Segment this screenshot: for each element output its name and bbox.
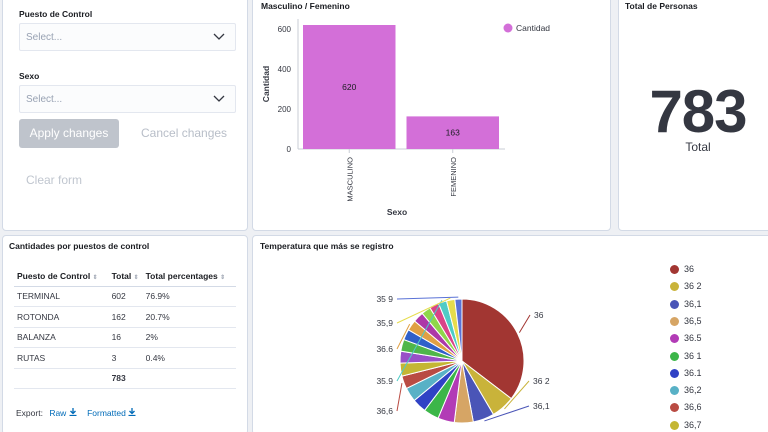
sexo-select[interactable]: Select... bbox=[19, 85, 236, 113]
download-icon bbox=[128, 408, 136, 417]
legend-label: 36,7 bbox=[684, 419, 702, 430]
legend-label: 36 2 bbox=[684, 281, 702, 292]
legend-label: 36,1 bbox=[684, 298, 702, 309]
export-raw-link[interactable]: Raw bbox=[49, 408, 77, 418]
cell-puesto: ROTONDA bbox=[14, 306, 109, 328]
bar-femenino[interactable] bbox=[406, 116, 500, 149]
legend-label: 36.5 bbox=[684, 333, 702, 344]
legend-dot bbox=[670, 420, 679, 430]
puesto-placeholder: Select... bbox=[26, 32, 63, 43]
legend-dot bbox=[670, 403, 679, 413]
sexo-label: Sexo bbox=[19, 71, 40, 81]
col-header-percent[interactable]: Total percentages ⇕ bbox=[142, 266, 236, 287]
export-label: Export: bbox=[16, 408, 43, 418]
cell-total: 602 bbox=[108, 286, 143, 307]
bar-value-label: 620 bbox=[342, 82, 356, 92]
cell-percent: 76.9% bbox=[142, 286, 236, 307]
puesto-select[interactable]: Select... bbox=[19, 23, 236, 51]
download-icon bbox=[69, 408, 77, 417]
total-value: 783 bbox=[649, 78, 747, 145]
legend-label: 36 1 bbox=[684, 350, 702, 361]
sort-icon: ⇕ bbox=[92, 274, 98, 281]
gender-bar-chart: 0 200 400 600 Cantidad Sexo 620 MASCULINO 163 FEM… bbox=[261, 19, 550, 217]
cell-percent: 20.7% bbox=[142, 306, 236, 328]
table-row: ROTONDA 162 20.7% bbox=[14, 306, 236, 328]
sort-icon: ⇕ bbox=[220, 274, 226, 281]
cell-empty bbox=[142, 368, 236, 389]
legend-dot bbox=[670, 299, 679, 309]
temperature-pie-title: Temperatura que más se registro bbox=[260, 241, 394, 251]
x-tick-label: FEMENINO bbox=[449, 157, 458, 197]
legend-dot bbox=[670, 386, 679, 396]
export-bar: Export: Raw Formatted bbox=[16, 408, 136, 418]
bar-masculino[interactable] bbox=[303, 25, 396, 149]
table-panel-title: Cantidades por puestos de control bbox=[9, 241, 150, 251]
controls-panel: Puesto de Control Select... Sexo Select.… bbox=[2, 0, 248, 231]
cell-percent: 0.4% bbox=[142, 347, 236, 369]
y-tick-label: 400 bbox=[278, 65, 292, 74]
cell-total: 16 bbox=[108, 327, 143, 348]
y-tick-label: 600 bbox=[278, 25, 292, 34]
legend-label: 36,5 bbox=[684, 315, 702, 326]
sexo-placeholder: Select... bbox=[26, 94, 63, 105]
legend-dot bbox=[503, 23, 513, 33]
legend-dot bbox=[670, 265, 679, 274]
cell-total: 162 bbox=[108, 306, 143, 328]
cancel-changes-button[interactable]: Cancel changes bbox=[141, 126, 228, 140]
col-header-puesto[interactable]: Puesto de Control ⇕ bbox=[14, 266, 109, 287]
puesto-label: Puesto de Control bbox=[19, 9, 93, 19]
total-label: Total bbox=[685, 140, 711, 154]
cell-empty bbox=[14, 368, 109, 389]
legend-dot bbox=[670, 351, 679, 361]
legend-label: 36.1 bbox=[684, 367, 702, 378]
legend-dot bbox=[670, 282, 679, 292]
cell-total: 3 bbox=[108, 347, 143, 369]
cell-puesto: TERMINAL bbox=[14, 286, 109, 307]
cell-puesto: BALANZA bbox=[14, 327, 109, 348]
export-formatted-link[interactable]: Formatted bbox=[87, 408, 136, 418]
sort-icon: ⇕ bbox=[133, 274, 139, 281]
legend-dot bbox=[670, 368, 679, 378]
x-tick-label: MASCULINO bbox=[345, 157, 354, 202]
gender-chart-panel: Masculino / Femenino 0 200 400 600 Cantidad S… bbox=[252, 0, 611, 231]
chevron-down-icon bbox=[213, 95, 225, 102]
puestos-table: Puesto de Control ⇕ Total ⇕ Total percen… bbox=[14, 266, 236, 389]
apply-changes-button[interactable]: Apply changes bbox=[19, 119, 119, 148]
table-row: RUTAS 3 0.4% bbox=[14, 347, 236, 369]
clear-form-button[interactable]: Clear form bbox=[26, 173, 83, 187]
gender-chart-title: Masculino / Femenino bbox=[261, 1, 350, 11]
total-panel: Total de Personas 783 Total bbox=[618, 0, 768, 231]
col-header-total[interactable]: Total ⇕ bbox=[108, 266, 143, 287]
table-header-row: Puesto de Control ⇕ Total ⇕ Total percen… bbox=[14, 266, 236, 287]
y-axis-label: Cantidad bbox=[261, 66, 271, 102]
legend-dot bbox=[670, 334, 679, 344]
cell-puesto: RUTAS bbox=[14, 347, 109, 369]
table-row: TERMINAL 602 76.9% bbox=[14, 286, 236, 307]
table-row: BALANZA 16 2% bbox=[14, 327, 236, 348]
bar-value-label: 163 bbox=[446, 128, 460, 138]
total-panel-title: Total de Personas bbox=[625, 1, 698, 11]
legend-label: 36,2 bbox=[684, 385, 702, 396]
cell-grand-total: 783 bbox=[108, 368, 143, 389]
legend-label: 36,6 bbox=[684, 402, 702, 413]
table-total-row: 783 bbox=[14, 368, 236, 389]
y-tick-label: 0 bbox=[287, 145, 292, 154]
legend-label: 36 bbox=[684, 264, 695, 274]
chevron-down-icon bbox=[213, 33, 225, 40]
x-axis-label: Sexo bbox=[387, 207, 407, 217]
legend-label[interactable]: Cantidad bbox=[516, 23, 550, 33]
cell-percent: 2% bbox=[142, 327, 236, 348]
legend-dot bbox=[670, 316, 679, 326]
y-tick-label: 200 bbox=[278, 105, 292, 114]
